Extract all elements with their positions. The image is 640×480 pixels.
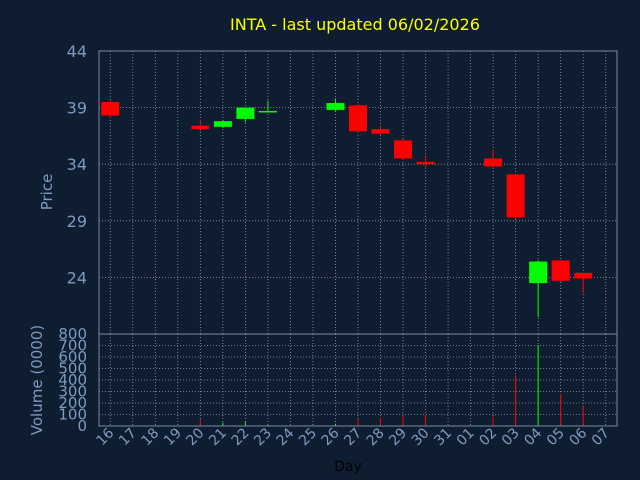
x-tick-label: 19 xyxy=(161,425,185,449)
x-tick-label: 07 xyxy=(589,425,613,449)
x-tick-label: 25 xyxy=(296,425,320,449)
candle-body xyxy=(349,105,367,132)
price-tick-label: 44 xyxy=(67,42,87,61)
candle-body xyxy=(258,110,277,113)
chart-title: INTA - last updated 06/02/2026 xyxy=(230,15,480,34)
candle-body xyxy=(213,121,232,127)
x-tick-label: 04 xyxy=(521,425,545,449)
candle-body xyxy=(484,158,503,167)
candle-body xyxy=(191,125,210,130)
candles xyxy=(101,98,593,318)
volume-tick-label: 0 xyxy=(77,417,87,435)
x-tick-label: 03 xyxy=(499,425,523,449)
x-axis-label: Day xyxy=(334,459,362,475)
candle-body xyxy=(326,103,345,110)
x-tick-label: 01 xyxy=(454,425,478,449)
x-tick-label: 02 xyxy=(476,425,500,449)
x-tick-label: 18 xyxy=(139,425,163,449)
volume-axis-label: Volume (0000) xyxy=(28,325,46,435)
volume-tick-label: 400 xyxy=(58,371,87,389)
candle-body xyxy=(371,129,390,134)
x-tick-label: 24 xyxy=(274,425,298,449)
volume-tick-label: 100 xyxy=(58,406,87,424)
volume-tick-label: 300 xyxy=(58,383,87,401)
volume-tick-label: 700 xyxy=(58,337,87,355)
volume-tick-label: 800 xyxy=(58,325,87,343)
candle-body xyxy=(236,107,255,119)
x-tick-label: 20 xyxy=(184,425,208,449)
candle-body xyxy=(574,272,593,279)
volume-tick-label: 200 xyxy=(58,394,87,412)
candle-body xyxy=(416,161,435,165)
x-tick-label: 16 xyxy=(93,425,117,449)
x-tick-label: 05 xyxy=(544,425,568,449)
x-tick-label: 06 xyxy=(566,425,590,449)
price-tick-label: 39 xyxy=(67,99,87,118)
candle-body xyxy=(506,174,525,218)
axes: 1617181920212223242526272829303101020304… xyxy=(58,42,618,449)
price-axis-label: Price xyxy=(38,174,56,211)
x-tick-label: 27 xyxy=(341,425,365,449)
candle-body xyxy=(551,260,570,281)
x-tick-label: 17 xyxy=(116,425,140,449)
x-tick-label: 28 xyxy=(364,425,388,449)
x-tick-label: 26 xyxy=(319,425,343,449)
volume-tick-label: 600 xyxy=(58,348,87,366)
x-tick-label: 21 xyxy=(206,425,230,449)
candle-body xyxy=(394,140,413,159)
x-tick-label: 29 xyxy=(386,425,410,449)
price-tick-label: 24 xyxy=(67,268,87,287)
volume-tick-label: 500 xyxy=(58,360,87,378)
x-tick-label: 23 xyxy=(251,425,275,449)
x-tick-label: 30 xyxy=(409,425,433,449)
volume-bars xyxy=(199,345,584,426)
x-tick-label: 31 xyxy=(431,425,455,449)
candle-body xyxy=(529,261,548,284)
x-tick-label: 22 xyxy=(229,425,253,449)
price-tick-label: 29 xyxy=(67,212,87,231)
candle-body xyxy=(101,101,120,116)
price-tick-label: 34 xyxy=(67,155,87,174)
volume-panel-border xyxy=(98,333,618,427)
